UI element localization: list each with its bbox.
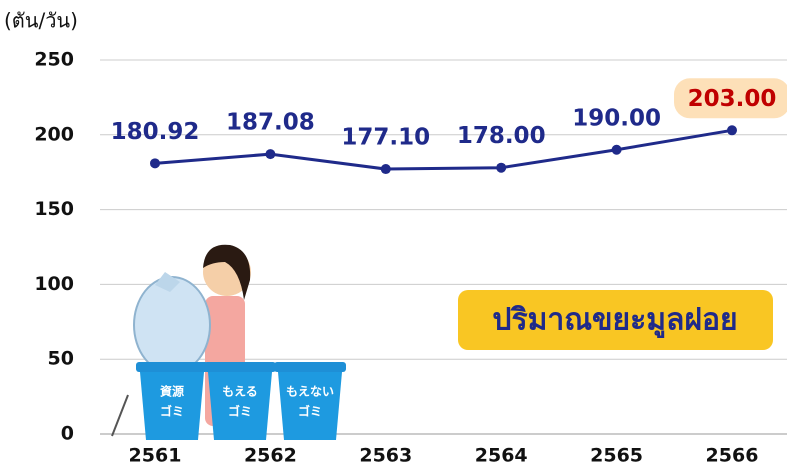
page: {"chart_data": {"type": "line", "y_axis_… xyxy=(0,0,787,468)
data-point xyxy=(150,158,160,168)
bin-lid xyxy=(204,362,276,372)
x-tick-label: 2565 xyxy=(590,445,643,467)
x-tick-label: 2566 xyxy=(706,445,759,467)
x-tick-label: 2563 xyxy=(359,445,412,467)
data-point xyxy=(381,164,391,174)
chart: (ตัน/วัน) 資源ゴミ もえるゴミ もえないゴミ ปริมาณขยะมูลฝอ… xyxy=(0,0,787,468)
x-tick-label: 2564 xyxy=(475,445,528,467)
y-tick-label: 250 xyxy=(34,49,74,71)
value-label: 178.00 xyxy=(457,123,546,149)
bin-label: もえない xyxy=(286,385,334,399)
data-point xyxy=(496,163,506,173)
bin-lid xyxy=(274,362,346,372)
bin-label: ゴミ xyxy=(228,404,252,419)
value-label: 177.10 xyxy=(341,125,430,151)
y-tick-label: 100 xyxy=(34,273,74,295)
y-tick-label: 0 xyxy=(61,423,74,445)
x-tick-label: 2561 xyxy=(129,445,182,467)
value-label: 190.00 xyxy=(572,105,661,131)
annotation: ปริมาณขยะมูลฝอย xyxy=(492,303,737,339)
bin-label: 資源 xyxy=(160,384,184,399)
value-label: 180.92 xyxy=(111,119,200,145)
data-point xyxy=(265,149,275,159)
value-label: 203.00 xyxy=(688,86,777,112)
bin-label: ゴミ xyxy=(298,404,322,419)
y-tick-label: 200 xyxy=(34,123,74,145)
y-tick-label: 50 xyxy=(48,348,74,370)
x-tick-label: 2562 xyxy=(244,445,297,467)
trash-bag xyxy=(134,277,210,373)
data-point xyxy=(612,145,622,155)
bin-label: もえる xyxy=(222,385,258,399)
y-axis-label: (ตัน/วัน) xyxy=(4,9,78,33)
y-tick-label: 150 xyxy=(34,198,74,220)
value-label: 187.08 xyxy=(226,110,315,136)
bin-lid xyxy=(136,362,208,372)
bin-label: ゴミ xyxy=(160,404,184,419)
decor-line xyxy=(112,395,128,436)
data-line xyxy=(155,130,732,169)
data-point xyxy=(727,125,737,135)
